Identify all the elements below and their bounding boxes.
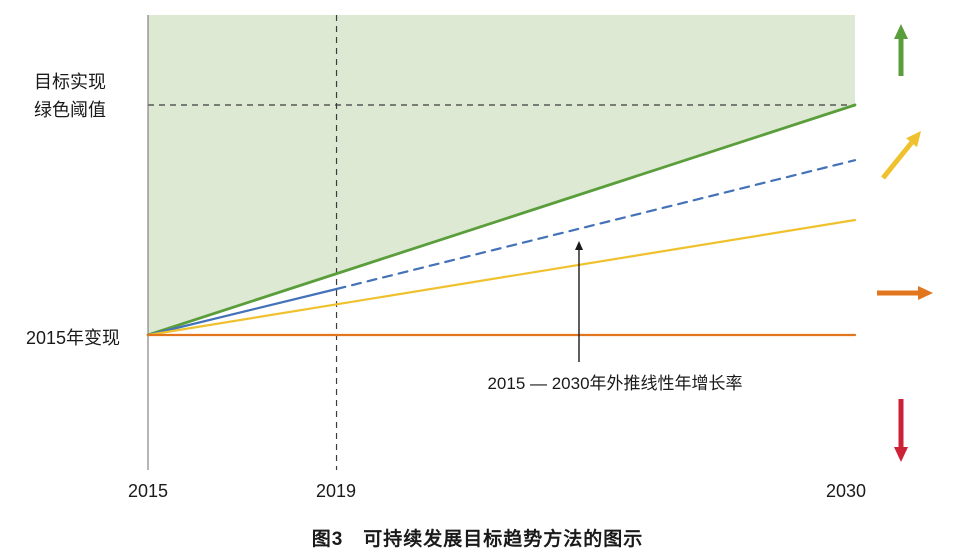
trend-arrow-right-icon <box>877 286 933 300</box>
series-moderate-growth-yellow <box>146 218 857 337</box>
threshold-label-line1: 目标实现 <box>34 72 106 92</box>
annotation-extrapolated-growth-rate: 2015 — 2030年外推线性年增长率 <box>487 374 743 393</box>
annotation-arrow <box>575 241 583 362</box>
x-tick-2015: 2015 <box>127 481 169 501</box>
target-zone-region <box>148 15 855 335</box>
series-extrapolated-linear-growth-projected <box>335 159 857 291</box>
x-tick-2019: 2019 <box>315 481 357 501</box>
threshold-label: 目标实现 绿色阈值 <box>10 68 130 124</box>
threshold-label-line2: 绿色阈值 <box>34 100 106 120</box>
trend-arrow-up-right-icon <box>881 131 921 180</box>
series-extrapolated-linear-growth-observed <box>146 287 338 337</box>
trend-arrow-up-icon <box>894 24 908 76</box>
x-tick-2030: 2030 <box>825 481 867 501</box>
series-target-trajectory-green <box>146 103 857 337</box>
baseline-label: 2015年变现 <box>25 328 121 348</box>
figure-caption: 图3 可持续发展目标趋势方法的图示 <box>311 529 644 550</box>
trend-arrow-down-icon <box>894 399 908 462</box>
